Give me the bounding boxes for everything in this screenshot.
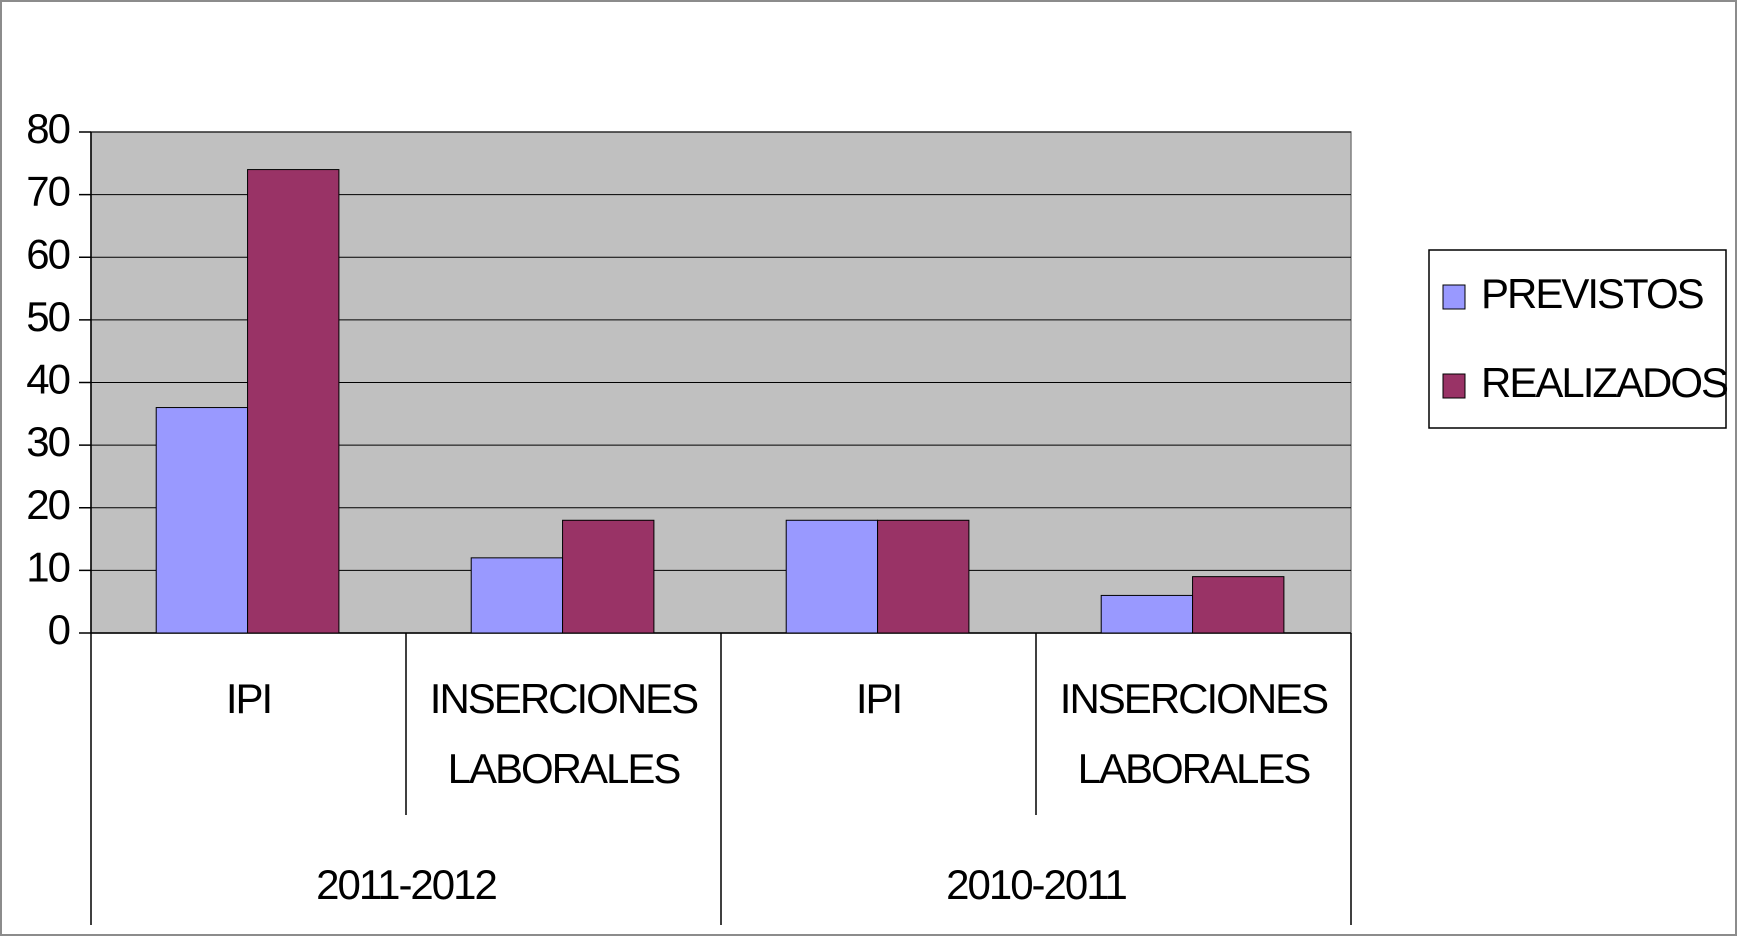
bar xyxy=(562,519,655,634)
x-tick-label: INSERCIONES LABORALES xyxy=(1060,675,1328,792)
bar xyxy=(785,519,879,634)
bar xyxy=(155,407,249,634)
group-label: 2010-2011 xyxy=(946,861,1126,908)
legend-label: PREVISTOS xyxy=(1481,270,1704,317)
bar xyxy=(1192,576,1285,634)
y-tick-label: 10 xyxy=(26,543,69,590)
legend-box xyxy=(1428,249,1727,429)
y-tick-label: 50 xyxy=(26,293,69,340)
legend-label: REALIZADOS xyxy=(1481,359,1728,406)
bar xyxy=(877,519,970,634)
x-tick-label: INSERCIONES LABORALES xyxy=(430,675,698,792)
bar xyxy=(247,169,340,634)
group-label: 2011-2012 xyxy=(316,861,496,908)
x-tick-label: IPI xyxy=(856,675,901,722)
y-tick-label: 70 xyxy=(26,168,69,215)
y-tick-label: 30 xyxy=(26,418,69,465)
y-tick-label: 20 xyxy=(26,481,69,528)
x-tick-label: IPI xyxy=(226,675,271,722)
legend-swatch xyxy=(1442,373,1466,399)
y-tick-label: 60 xyxy=(26,230,69,277)
y-tick-label: 40 xyxy=(26,356,69,403)
y-tick-label: 80 xyxy=(26,105,69,152)
bar xyxy=(1100,594,1194,634)
y-tick-label: 0 xyxy=(48,606,70,653)
legend-swatch xyxy=(1442,284,1466,310)
bar xyxy=(470,557,564,634)
